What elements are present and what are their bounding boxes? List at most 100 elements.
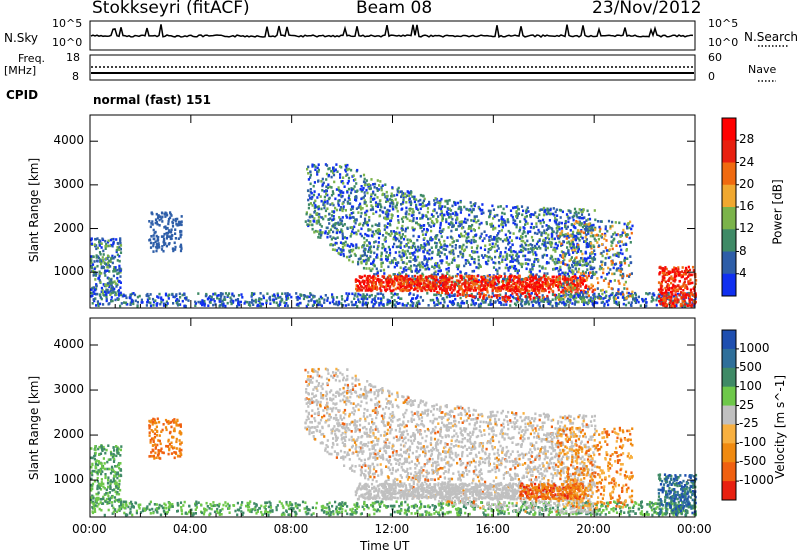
data-cell xyxy=(464,259,467,262)
data-cell xyxy=(103,290,107,293)
data-cell xyxy=(581,297,584,300)
data-cell xyxy=(514,285,517,289)
data-cell xyxy=(531,250,534,253)
data-cell xyxy=(538,304,541,308)
data-cell xyxy=(598,267,601,271)
data-cell xyxy=(585,226,588,229)
data-cell xyxy=(593,272,597,276)
data-cell xyxy=(364,181,367,185)
data-cell xyxy=(366,297,369,301)
data-cell xyxy=(316,196,319,199)
data-cell xyxy=(474,240,477,243)
data-cell xyxy=(588,260,592,264)
data-cell xyxy=(507,289,510,293)
data-cell xyxy=(273,294,276,298)
data-cell xyxy=(613,301,616,304)
data-cell xyxy=(352,211,355,214)
data-cell xyxy=(655,303,658,307)
data-cell xyxy=(565,213,569,216)
data-cell xyxy=(518,283,521,286)
data-cell xyxy=(365,209,368,213)
data-cell xyxy=(319,195,322,198)
data-cell xyxy=(543,208,547,212)
data-cell xyxy=(131,292,134,296)
data-cell xyxy=(558,221,561,225)
data-cell xyxy=(528,258,531,262)
data-cell xyxy=(422,274,425,277)
nsky-trace xyxy=(90,24,694,39)
data-cell xyxy=(497,277,500,281)
data-cell xyxy=(243,302,246,305)
data-cell xyxy=(439,204,442,208)
data-cell xyxy=(352,303,355,307)
data-cell xyxy=(413,264,416,267)
data-cell xyxy=(374,299,377,303)
data-cell xyxy=(214,303,217,306)
data-cell xyxy=(549,208,552,212)
data-cell xyxy=(327,218,330,221)
data-cell xyxy=(607,303,610,307)
data-cell xyxy=(105,257,108,260)
data-cell xyxy=(406,238,409,241)
data-cell xyxy=(364,296,367,300)
data-cell xyxy=(121,294,124,298)
data-cell xyxy=(603,304,606,308)
data-cell xyxy=(512,232,515,235)
data-cell xyxy=(107,284,110,287)
data-cell xyxy=(402,194,405,198)
data-cell xyxy=(446,292,449,295)
data-cell xyxy=(557,279,560,283)
data-cell xyxy=(352,179,356,182)
data-cell xyxy=(507,220,510,224)
data-cell xyxy=(95,304,98,307)
data-cell xyxy=(590,250,593,254)
data-cell xyxy=(533,244,537,248)
data-cell xyxy=(112,257,115,260)
data-cell xyxy=(360,211,363,215)
data-cell xyxy=(441,219,444,222)
data-cell xyxy=(310,197,313,201)
data-cell xyxy=(386,222,389,225)
data-cell xyxy=(221,299,224,303)
data-cell xyxy=(619,292,623,295)
data-cell xyxy=(492,217,495,220)
data-cell xyxy=(269,298,272,302)
data-cell xyxy=(643,299,646,302)
data-cell xyxy=(477,226,481,230)
freq-tick-high: 18 xyxy=(66,51,80,64)
data-cell xyxy=(368,267,371,270)
data-cell xyxy=(541,288,545,291)
data-cell xyxy=(437,248,440,252)
data-cell xyxy=(368,219,371,222)
data-cell xyxy=(530,279,533,283)
data-cell xyxy=(454,246,457,250)
data-cell xyxy=(371,205,374,209)
data-cell xyxy=(540,233,543,236)
data-cell xyxy=(536,283,540,286)
data-cell xyxy=(577,270,580,274)
data-cell xyxy=(470,278,473,282)
data-cell xyxy=(405,262,408,266)
data-cell xyxy=(365,188,368,192)
data-cell xyxy=(536,300,540,303)
data-cell xyxy=(320,180,323,183)
data-cell xyxy=(427,222,430,225)
data-cell xyxy=(366,280,369,283)
data-cell xyxy=(209,301,212,304)
data-cell xyxy=(610,244,613,247)
data-cell xyxy=(501,258,504,261)
data-cell xyxy=(90,295,93,298)
data-cell xyxy=(443,253,446,256)
data-cell xyxy=(445,220,448,224)
data-cell xyxy=(505,205,508,208)
data-cell xyxy=(494,300,497,303)
data-cell xyxy=(340,219,344,223)
data-cell xyxy=(434,235,437,239)
data-cell xyxy=(673,294,676,298)
data-cell xyxy=(404,253,407,256)
data-cell xyxy=(562,256,565,259)
data-cell xyxy=(425,215,428,218)
data-cell xyxy=(534,292,537,295)
data-cell xyxy=(472,283,475,286)
data-cell xyxy=(542,282,545,286)
